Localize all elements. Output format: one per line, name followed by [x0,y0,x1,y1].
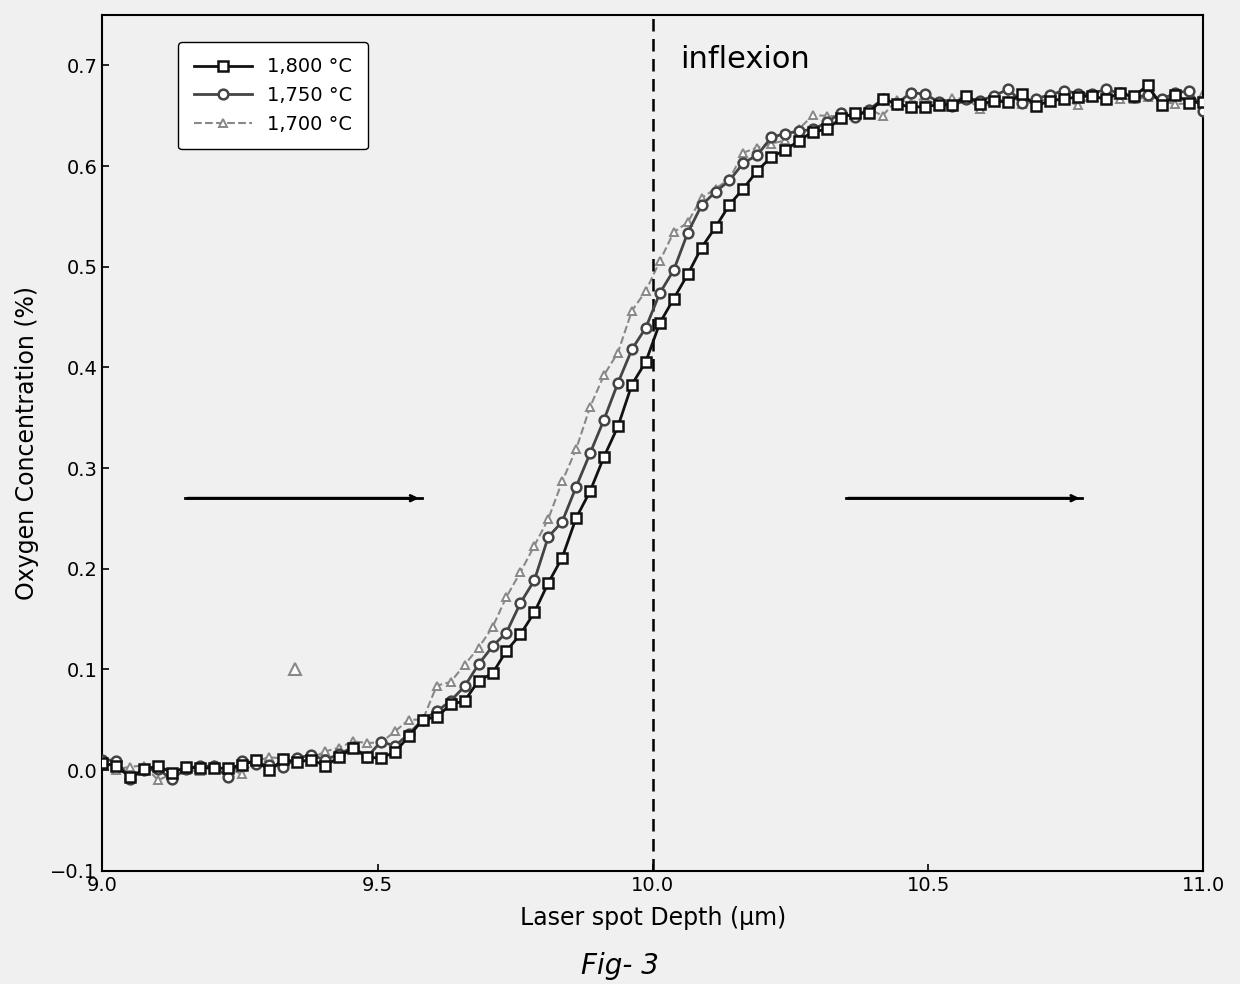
Text: Fig- 3: Fig- 3 [582,953,658,980]
1,800 °C [1195,95,1210,107]
Line: 1,750 °C: 1,750 °C [98,85,1208,784]
1,750 °C [764,132,779,144]
1,700 °C [94,758,109,769]
1,750 °C [1195,104,1210,116]
1,750 °C [862,103,877,115]
Legend: 1,800 °C, 1,750 °C, 1,700 °C: 1,800 °C, 1,750 °C, 1,700 °C [179,42,368,150]
1,800 °C [1141,80,1156,92]
1,800 °C [1085,90,1100,101]
1,800 °C [596,451,611,462]
1,700 °C [764,138,779,150]
1,800 °C [94,757,109,769]
1,750 °C [94,754,109,766]
1,750 °C [1099,84,1114,95]
1,800 °C [862,107,877,119]
1,750 °C [820,116,835,128]
Line: 1,800 °C: 1,800 °C [98,81,1208,782]
1,800 °C [123,771,138,783]
1,700 °C [596,369,611,381]
Line: 1,700 °C: 1,700 °C [98,90,1208,784]
1,700 °C [862,103,877,115]
1,700 °C [1085,92,1100,103]
1,700 °C [1195,89,1210,100]
1,750 °C [165,773,180,785]
1,800 °C [820,124,835,136]
1,800 °C [777,144,792,155]
1,700 °C [820,110,835,122]
Text: inflexion: inflexion [681,45,810,74]
1,800 °C [764,152,779,163]
1,700 °C [777,135,792,147]
Y-axis label: Oxygen Concentration (%): Oxygen Concentration (%) [15,285,38,600]
X-axis label: Laser spot Depth (μm): Laser spot Depth (μm) [520,905,786,930]
1,750 °C [1001,84,1016,95]
1,750 °C [777,128,792,140]
1,700 °C [150,774,165,786]
1,750 °C [596,413,611,425]
